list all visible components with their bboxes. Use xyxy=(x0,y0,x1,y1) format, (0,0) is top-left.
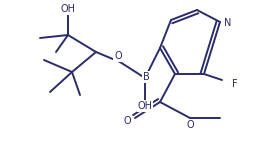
Text: O: O xyxy=(186,120,194,130)
Text: OH: OH xyxy=(60,4,76,14)
Text: F: F xyxy=(232,79,238,89)
Text: B: B xyxy=(143,72,149,82)
Text: O: O xyxy=(123,116,131,126)
Text: O: O xyxy=(114,51,122,61)
Text: N: N xyxy=(224,18,232,28)
Text: OH: OH xyxy=(138,101,153,111)
